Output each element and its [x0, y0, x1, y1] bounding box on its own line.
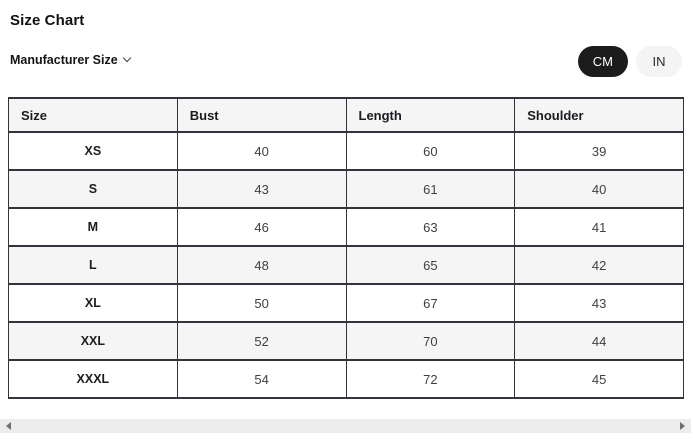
length-value: 72: [345, 359, 516, 399]
manufacturer-size-label: Manufacturer Size: [10, 53, 118, 67]
scroll-left-icon[interactable]: [6, 422, 11, 430]
unit-toggle: CM IN: [577, 46, 682, 77]
bust-value: 48: [176, 245, 347, 285]
manufacturer-size-dropdown[interactable]: Manufacturer Size: [10, 53, 131, 67]
size-chart-table: Size Bust Length Shoulder XS 40 60 39 S …: [8, 97, 684, 399]
unit-cm-button[interactable]: CM: [577, 46, 628, 77]
length-value: 65: [345, 245, 516, 285]
column-header-length: Length: [345, 97, 516, 133]
shoulder-value: 44: [514, 321, 684, 361]
size-label: S: [8, 169, 178, 209]
unit-in-button[interactable]: IN: [636, 46, 682, 77]
table-row: XS 40 60 39: [8, 131, 684, 171]
column-header-size: Size: [8, 97, 178, 133]
page-title: Size Chart: [10, 12, 85, 29]
size-label: M: [8, 207, 178, 247]
shoulder-value: 39: [514, 131, 684, 171]
table-row: XXL 52 70 44: [8, 321, 684, 361]
table-row: XXXL 54 72 45: [8, 359, 684, 399]
shoulder-value: 40: [514, 169, 684, 209]
shoulder-value: 42: [514, 245, 684, 285]
shoulder-value: 41: [514, 207, 684, 247]
bust-value: 43: [176, 169, 347, 209]
header-row: Size Bust Length Shoulder: [8, 97, 684, 133]
length-value: 70: [345, 321, 516, 361]
table-row: M 46 63 41: [8, 207, 684, 247]
chevron-down-icon: [122, 53, 131, 63]
size-label: XXL: [8, 321, 178, 361]
horizontal-scrollbar[interactable]: [0, 419, 691, 433]
table-row: L 48 65 42: [8, 245, 684, 285]
scroll-right-icon[interactable]: [680, 422, 685, 430]
size-chart-table-container: Size Bust Length Shoulder XS 40 60 39 S …: [8, 97, 684, 399]
column-header-shoulder: Shoulder: [514, 97, 684, 133]
bust-value: 50: [176, 283, 347, 323]
bust-value: 46: [176, 207, 347, 247]
length-value: 60: [345, 131, 516, 171]
bust-value: 40: [176, 131, 347, 171]
table-row: XL 50 67 43: [8, 283, 684, 323]
size-label: XXXL: [8, 359, 178, 399]
shoulder-value: 43: [514, 283, 684, 323]
bust-value: 54: [176, 359, 347, 399]
length-value: 61: [345, 169, 516, 209]
shoulder-value: 45: [514, 359, 684, 399]
table-row: S 43 61 40: [8, 169, 684, 209]
length-value: 67: [345, 283, 516, 323]
bust-value: 52: [176, 321, 347, 361]
size-label: XL: [8, 283, 178, 323]
size-label: L: [8, 245, 178, 285]
column-header-bust: Bust: [176, 97, 347, 133]
length-value: 63: [345, 207, 516, 247]
size-label: XS: [8, 131, 178, 171]
